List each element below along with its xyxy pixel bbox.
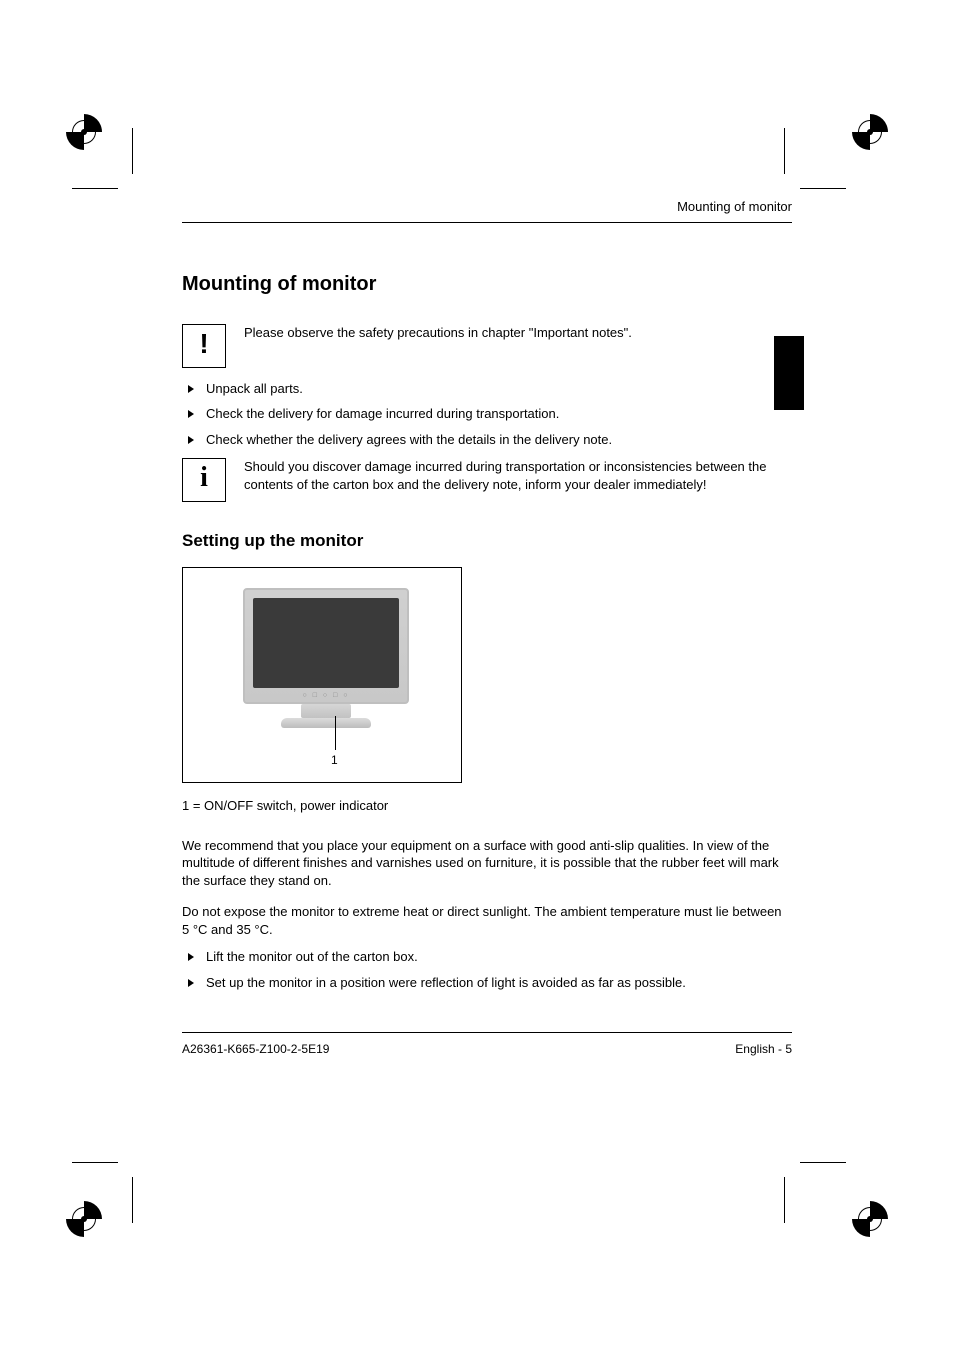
list-item: Lift the monitor out of the carton box.: [182, 948, 792, 966]
crop-mark: [800, 188, 846, 189]
callout-number: 1: [331, 752, 338, 768]
figure-legend: 1 = ON/OFF switch, power indicator: [182, 797, 792, 815]
body-paragraph: We recommend that you place your equipme…: [182, 837, 792, 890]
footer-rule: [182, 1032, 792, 1033]
registration-mark: [846, 108, 894, 156]
section-title: Mounting of monitor: [182, 271, 792, 298]
callout-leader: [335, 716, 336, 750]
crop-mark: [72, 1162, 118, 1163]
monitor-illustration: ○ □ ○ □ ○: [243, 588, 409, 728]
warning-icon: !: [182, 324, 226, 368]
crop-mark: [132, 1177, 133, 1223]
crop-mark: [132, 128, 133, 174]
registration-mark: [846, 1195, 894, 1243]
footer-doc-id: A26361-K665-Z100-2-5E19: [182, 1041, 329, 1057]
registration-mark: [60, 108, 108, 156]
note-text: Please observe the safety precautions in…: [244, 324, 792, 342]
list-item: Unpack all parts.: [182, 380, 792, 398]
page-footer: A26361-K665-Z100-2-5E19 English - 5: [182, 1041, 792, 1057]
header-rule: [182, 222, 792, 223]
list-item: Set up the monitor in a position were re…: [182, 974, 792, 992]
note-block: i Should you discover damage incurred du…: [182, 458, 792, 502]
list-item: Check whether the delivery agrees with t…: [182, 431, 792, 449]
note-text: Should you discover damage incurred duri…: [244, 458, 792, 493]
crop-mark: [784, 128, 785, 174]
body-paragraph: Do not expose the monitor to extreme hea…: [182, 903, 792, 938]
info-icon: i: [182, 458, 226, 502]
footer-page-number: English - 5: [735, 1041, 792, 1057]
crop-mark: [72, 188, 118, 189]
crop-mark: [784, 1177, 785, 1223]
crop-mark: [800, 1162, 846, 1163]
step-list: Unpack all parts. Check the delivery for…: [182, 380, 792, 449]
list-item: Check the delivery for damage incurred d…: [182, 405, 792, 423]
step-list: Lift the monitor out of the carton box. …: [182, 948, 792, 991]
running-head: Mounting of monitor: [182, 198, 792, 216]
note-block: ! Please observe the safety precautions …: [182, 324, 792, 368]
registration-mark: [60, 1195, 108, 1243]
figure: ○ □ ○ □ ○ 1: [182, 567, 462, 783]
subsection-title: Setting up the monitor: [182, 530, 792, 553]
page-content: Mounting of monitor Mounting of monitor …: [182, 198, 792, 1057]
